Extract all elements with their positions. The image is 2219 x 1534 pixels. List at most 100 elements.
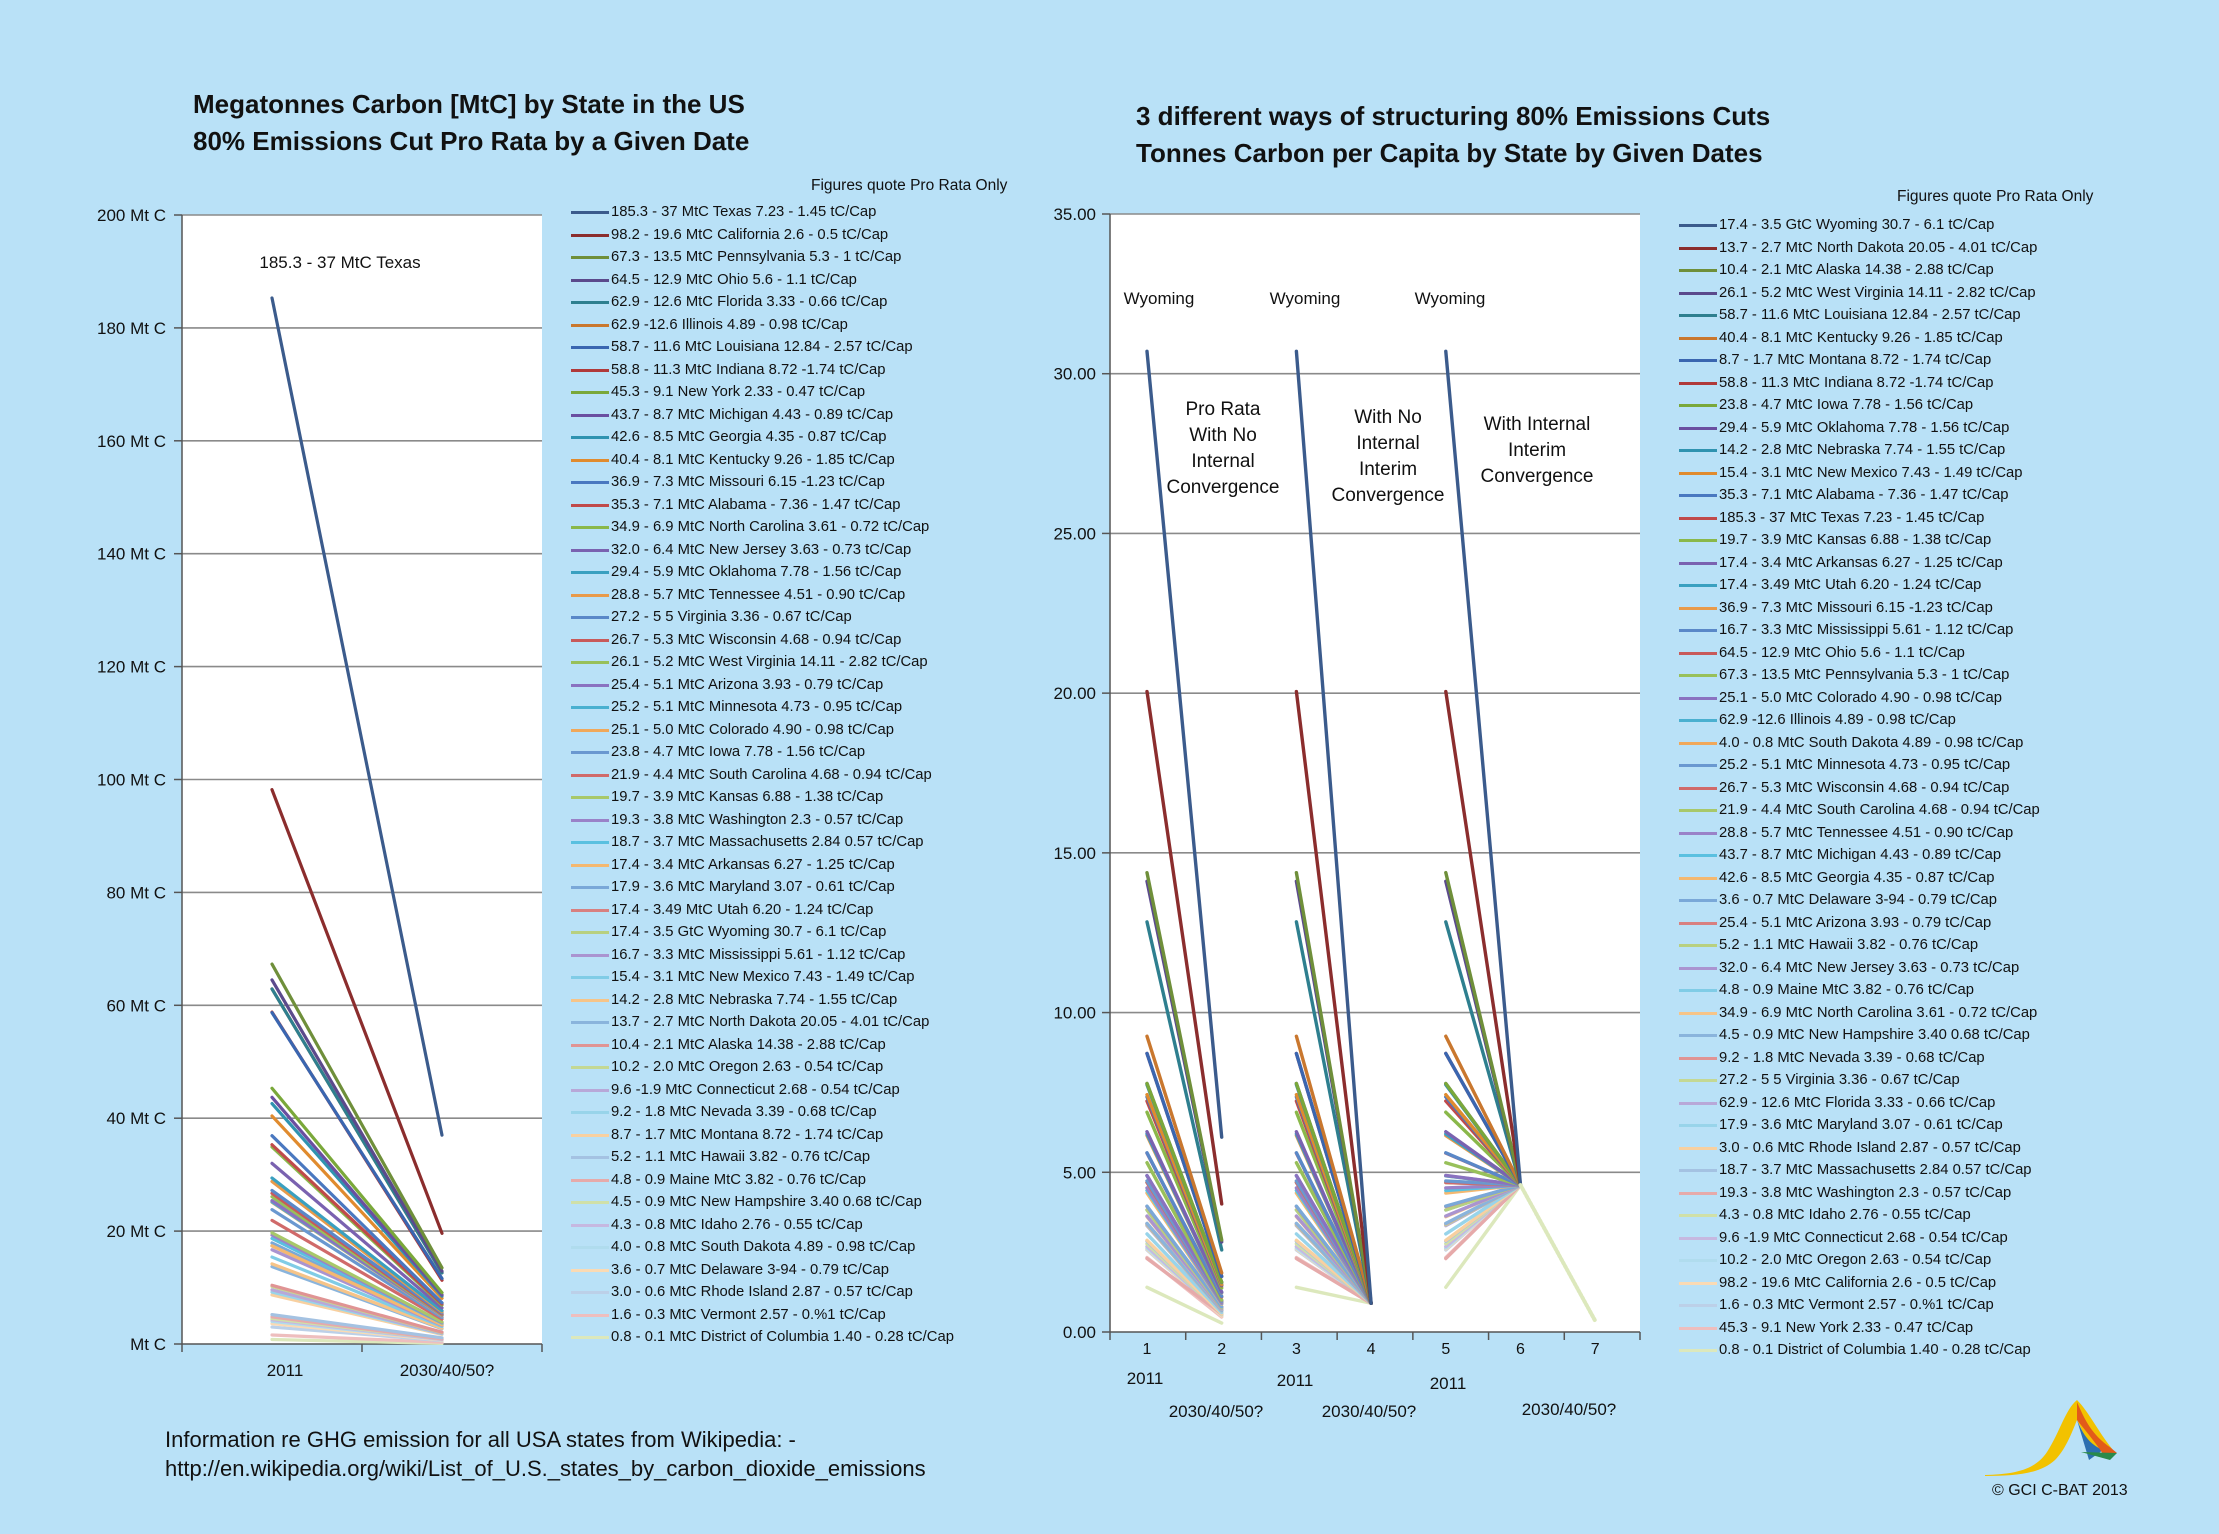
left-legend-label: 32.0 - 6.4 MtC New Jersey 3.63 - 0.73 tC… xyxy=(611,541,912,558)
right-legend-swatch xyxy=(1679,786,1717,790)
right-legend-label: 28.8 - 5.7 MtC Tennessee 4.51 - 0.90 tC/… xyxy=(1719,824,2014,841)
right-group-label: With Internal xyxy=(1484,414,1591,435)
left-series-line xyxy=(270,1333,444,1344)
left-y-tick-label: 100 Mt C xyxy=(97,771,166,790)
right-series-line-interim xyxy=(1444,1183,1523,1208)
left-series-line xyxy=(270,1218,444,1321)
left-legend-swatch xyxy=(571,1021,609,1024)
left-series-line xyxy=(270,1161,444,1310)
left-legend-swatch xyxy=(571,1246,609,1249)
right-legend-swatch xyxy=(1679,314,1717,317)
left-legend-swatch xyxy=(571,1156,609,1159)
right-group-label: Convergence xyxy=(1480,466,1593,487)
left-legend-label: 17.4 - 3.49 MtC Utah 6.20 - 1.24 tC/Cap xyxy=(611,901,874,918)
right-x-tick-label: 2 xyxy=(1217,1341,1226,1358)
left-legend-label: 21.9 - 4.4 MtC South Carolina 4.68 - 0.9… xyxy=(611,766,932,783)
right-legend-swatch xyxy=(1679,629,1717,632)
right-legend-swatch xyxy=(1679,1011,1717,1015)
left-legend-label: 10.2 - 2.0 MtC Oregon 2.63 - 0.54 tC/Cap xyxy=(611,1059,884,1075)
left-series-line xyxy=(270,1231,444,1324)
left-legend-swatch xyxy=(571,796,609,799)
right-legend-label: 10.2 - 2.0 MtC Oregon 2.63 - 0.54 tC/Cap xyxy=(1719,1252,1992,1268)
right-legend-label: 4.5 - 0.9 MtC New Hampshire 3.40 0.68 tC… xyxy=(1719,1027,2030,1043)
left-series-line xyxy=(270,788,444,1235)
left-x-tick-label: 2030/40/50? xyxy=(400,1361,495,1380)
right-series-line-interim xyxy=(1444,1034,1523,1187)
left-legend-label: 43.7 - 8.7 MtC Michigan 4.43 - 0.89 tC/C… xyxy=(611,406,894,423)
right-legend-label: 18.7 - 3.7 MtC Massachusetts 2.84 0.57 t… xyxy=(1719,1162,2032,1178)
left-legend-swatch xyxy=(571,931,609,934)
right-series-line-interim xyxy=(1444,1130,1523,1187)
left-series-line xyxy=(270,1143,444,1306)
right-legend-swatch xyxy=(1679,809,1717,812)
left-legend-swatch xyxy=(571,841,609,844)
right-x-sub-label: 2030/40/50? xyxy=(1322,1402,1417,1421)
left-legend-swatch xyxy=(571,661,609,664)
right-legend-label: 9.6 -1.9 MtC Connecticut 2.68 - 0.54 tC/… xyxy=(1719,1229,2008,1246)
left-legend-label: 185.3 - 37 MtC Texas 7.23 - 1.45 tC/Cap xyxy=(611,204,877,220)
left-y-tick-label: 120 Mt C xyxy=(97,658,166,677)
left-y-tick-label: 140 Mt C xyxy=(97,545,166,564)
right-legend-swatch xyxy=(1679,741,1717,745)
right-legend-swatch xyxy=(1679,1326,1717,1330)
left-legend-label: 40.4 - 8.1 MtC Kentucky 9.26 - 1.85 tC/C… xyxy=(611,451,895,468)
left-legend-swatch xyxy=(571,1291,609,1294)
right-series-line-prorata xyxy=(1145,349,1224,1139)
right-legend-swatch xyxy=(1679,561,1717,565)
right-legend-label: 5.2 - 1.1 MtC Hawaii 3.82 - 0.76 tC/Cap xyxy=(1719,937,1979,953)
right-legend-label: 35.3 - 7.1 MtC Alabama - 7.36 - 1.47 tC/… xyxy=(1719,487,2009,503)
right-legend-swatch xyxy=(1679,539,1717,542)
right-annotation-wyoming: Wyoming xyxy=(1415,289,1486,308)
right-legend-swatch xyxy=(1679,719,1717,722)
left-legend-swatch xyxy=(571,413,609,417)
left-legend-swatch xyxy=(571,593,609,597)
left-legend-label: 3.0 - 0.6 MtC Rhode Island 2.87 - 0.57 t… xyxy=(611,1284,913,1300)
left-series-line xyxy=(270,1114,444,1300)
right-legend-swatch xyxy=(1679,1259,1717,1262)
left-y-tick-label: 160 Mt C xyxy=(97,432,166,451)
left-legend-swatch xyxy=(571,1313,609,1317)
right-legend-label: 19.3 - 3.8 MtC Washington 2.3 - 0.57 tC/… xyxy=(1719,1184,2012,1201)
left-legend-swatch xyxy=(571,1111,609,1114)
right-series-line-interim xyxy=(1444,1151,1523,1187)
right-legend-label: 13.7 - 2.7 MtC North Dakota 20.05 - 4.01… xyxy=(1719,239,2038,256)
left-chart-title-line1: Megatonnes Carbon [MtC] by State in the … xyxy=(193,89,745,119)
right-legend-swatch xyxy=(1679,1349,1717,1352)
left-legend-swatch xyxy=(571,638,609,642)
right-legend-label: 36.9 - 7.3 MtC Missouri 6.15 -1.23 tC/Ca… xyxy=(1719,599,1993,616)
left-legend-swatch xyxy=(571,526,609,529)
left-series-line xyxy=(270,1244,444,1327)
left-y-tick-label: 180 Mt C xyxy=(97,319,166,338)
left-legend-swatch xyxy=(571,953,609,957)
left-legend-swatch xyxy=(571,683,609,687)
right-legend-label: 67.3 - 13.5 MtC Pennsylvania 5.3 - 1 tC/… xyxy=(1719,667,2010,683)
right-series-line-prorata xyxy=(1145,1151,1224,1298)
right-x-tick-label: 4 xyxy=(1367,1341,1376,1358)
left-series-line xyxy=(270,1011,444,1281)
left-legend-swatch xyxy=(571,1336,609,1339)
left-legend-swatch xyxy=(571,301,609,304)
left-legend-swatch xyxy=(571,481,609,484)
right-legend-swatch xyxy=(1679,1146,1717,1150)
right-x-tick-label: 5 xyxy=(1441,1341,1450,1358)
right-legend-label: 43.7 - 8.7 MtC Michigan 4.43 - 0.89 tC/C… xyxy=(1719,847,2002,863)
right-legend-swatch xyxy=(1679,1304,1717,1307)
left-legend-swatch xyxy=(571,1133,609,1137)
left-legend-swatch xyxy=(571,1178,609,1182)
right-legend-swatch xyxy=(1679,1124,1717,1127)
right-legend-swatch xyxy=(1679,1281,1717,1285)
right-legend-label: 17.4 - 3.4 MtC Arkansas 6.27 - 1.25 tC/C… xyxy=(1719,554,2003,571)
left-legend-label: 23.8 - 4.7 MtC Iowa 7.78 - 1.56 tC/Cap xyxy=(611,744,866,760)
right-legend-swatch xyxy=(1679,516,1717,520)
right-group-label: Internal xyxy=(1356,433,1419,454)
source-note: Information re GHG emission for all USA … xyxy=(165,1425,926,1483)
right-series-line-prorata xyxy=(1145,1161,1224,1302)
source-link[interactable]: http://en.wikipedia.org/wiki/List_of_U.S… xyxy=(165,1456,926,1481)
left-legend-swatch xyxy=(571,278,609,282)
left-legend-label: 4.5 - 0.9 MtC New Hampshire 3.40 0.68 tC… xyxy=(611,1194,922,1210)
left-series-line xyxy=(270,1086,444,1295)
left-legend-label: 4.8 - 0.9 Maine MtC 3.82 - 0.76 tC/Cap xyxy=(611,1171,866,1188)
right-legend-swatch xyxy=(1679,449,1717,452)
right-series-line-prorata xyxy=(1145,1034,1224,1275)
right-legend-swatch xyxy=(1679,831,1717,835)
